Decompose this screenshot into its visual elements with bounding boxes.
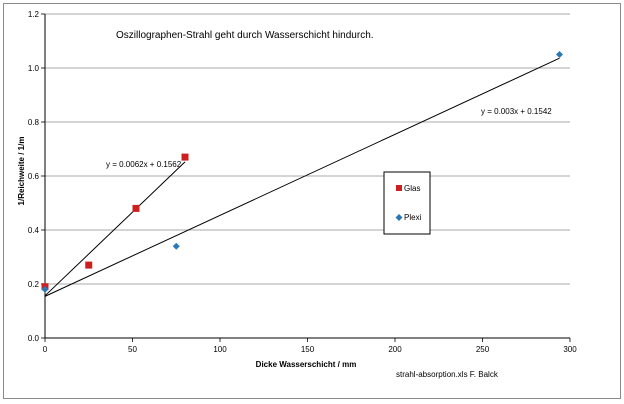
- point-glas: [85, 261, 93, 269]
- point-plexi: [172, 242, 180, 250]
- legend-label-plexi: Plexi: [404, 213, 422, 222]
- legend: Glas Plexi: [383, 171, 431, 235]
- legend-marker-glas: [396, 185, 402, 191]
- x-tick-label: 300: [563, 345, 577, 354]
- axes: 0.0 0.2 0.4 0.6 0.8 1.0 1.2 0 50 100 150 200 250 300: [28, 10, 577, 354]
- point-glas: [181, 153, 189, 161]
- glas-trendline-label: y = 0.0062x + 0.1562: [106, 160, 182, 169]
- y-tick-label: 1.2: [28, 10, 40, 19]
- legend-box: [383, 171, 431, 235]
- point-glas: [132, 204, 140, 212]
- data-points: [41, 51, 563, 293]
- legend-label-glas: Glas: [404, 184, 420, 193]
- gridlines: [45, 13, 570, 285]
- y-tick-label: 0.0: [28, 334, 40, 343]
- x-tick-label: 100: [213, 345, 227, 354]
- y-tick-label: 1.0: [28, 64, 40, 73]
- footnote: strahl-absorption.xls F. Balck: [396, 370, 499, 379]
- y-axis-label: 1/Reichweite / 1/m: [17, 137, 26, 206]
- y-tick-label: 0.6: [28, 172, 40, 181]
- plexi-trendline-label: y = 0.003x + 0.1542: [481, 107, 552, 116]
- legend-marker-plexi: [395, 214, 403, 221]
- trendline-glas: [44, 161, 186, 297]
- point-plexi: [41, 285, 49, 293]
- x-axis-label: Dicke Wasserschicht / mm: [256, 360, 357, 369]
- x-tick-label: 200: [388, 345, 402, 354]
- trendline-plexi: [44, 57, 560, 297]
- trendlines: [44, 57, 560, 297]
- chart-frame: 0.0 0.2 0.4 0.6 0.8 1.0 1.2 0 50 100 150 200 250 300 …: [3, 3, 621, 399]
- x-tick-label: 50: [128, 345, 137, 354]
- y-tick-label: 0.8: [28, 118, 40, 127]
- y-tick-label: 0.2: [28, 280, 40, 289]
- chart-title: Oszillographen-Strahl geht durch Wassers…: [116, 30, 374, 41]
- x-tick-label: 0: [43, 345, 48, 354]
- x-tick-label: 250: [476, 345, 490, 354]
- y-tick-label: 0.4: [28, 226, 40, 235]
- x-tick-label: 150: [301, 345, 315, 354]
- chart-svg: 0.00.20.40.60.81.01.20 50 100 150 200 250 300 …: [17, 10, 577, 379]
- point-plexi: [556, 51, 563, 58]
